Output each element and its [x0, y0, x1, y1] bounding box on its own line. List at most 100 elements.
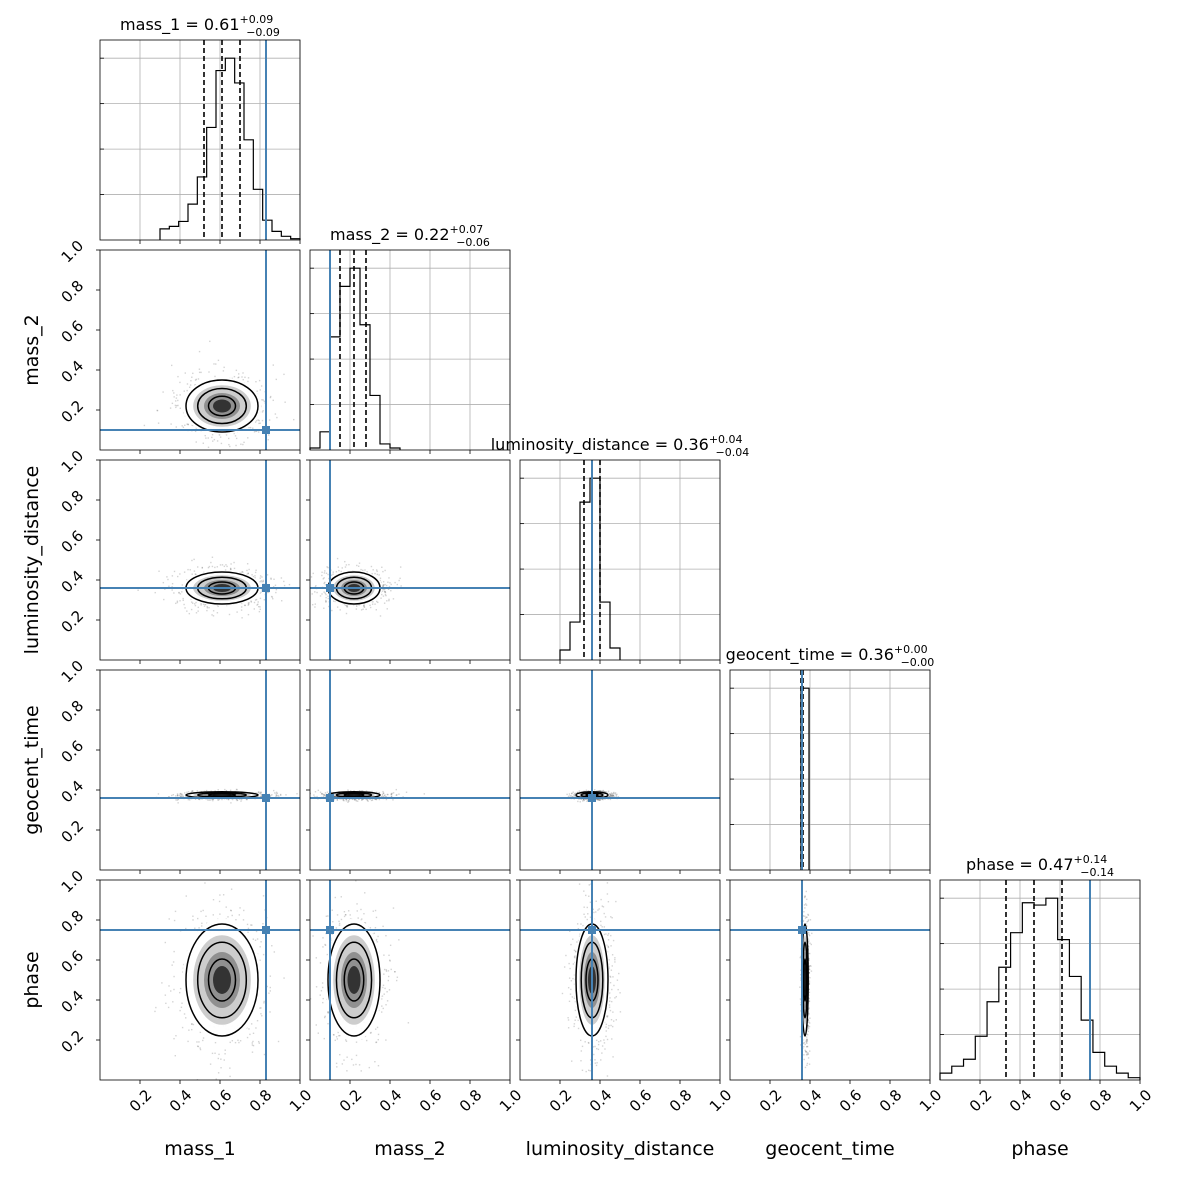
joint-panel-mass_2-geocent_time — [309, 669, 511, 871]
sample-point — [255, 598, 258, 601]
sample-point — [169, 407, 172, 409]
sample-point — [236, 788, 238, 791]
sample-point — [201, 567, 204, 569]
sample-point — [273, 951, 276, 953]
sample-point — [580, 798, 582, 800]
sample-point — [604, 791, 606, 793]
sample-point — [260, 591, 262, 593]
sample-point — [324, 795, 326, 797]
sample-point — [259, 791, 262, 794]
sample-point — [181, 794, 184, 796]
sample-point — [250, 924, 252, 926]
sample-point — [187, 423, 189, 426]
sample-point — [596, 798, 599, 801]
sample-point — [274, 584, 277, 587]
sample-point — [209, 340, 211, 343]
sample-point — [324, 584, 327, 586]
sample-point — [176, 600, 179, 602]
sample-point — [311, 603, 314, 606]
sample-point — [217, 1072, 220, 1074]
sample-point — [365, 798, 368, 801]
contour-0 — [185, 379, 259, 433]
sample-point — [214, 1041, 217, 1044]
sample-point — [206, 605, 208, 608]
sample-point — [382, 584, 384, 587]
sample-point — [382, 792, 385, 794]
sample-point — [242, 372, 244, 374]
panel-frame — [519, 459, 721, 661]
sample-point — [255, 569, 257, 571]
sample-point — [369, 798, 371, 800]
sample-point — [314, 591, 316, 593]
sample-point — [200, 910, 202, 913]
sample-point — [321, 574, 323, 577]
sample-point — [184, 372, 187, 374]
sample-point — [193, 603, 196, 605]
sample-point — [192, 790, 194, 792]
sample-point — [261, 411, 264, 413]
sample-point — [255, 381, 257, 383]
sample-point — [596, 790, 598, 792]
sample-point — [345, 798, 347, 800]
sample-point — [184, 792, 186, 794]
sample-point — [246, 563, 249, 565]
sample-point — [171, 794, 173, 797]
sample-point — [179, 407, 181, 409]
sample-point — [362, 608, 364, 610]
sample-point — [276, 416, 278, 419]
sample-point — [376, 573, 379, 576]
panel-background — [100, 670, 300, 870]
sample-point — [230, 909, 232, 912]
joint-panel-mass_1-mass_2 — [99, 249, 301, 451]
sample-point — [226, 604, 228, 607]
sample-point — [398, 793, 400, 795]
sample-point — [257, 796, 259, 798]
sample-point — [384, 795, 387, 798]
sample-point — [258, 605, 260, 608]
sample-point — [212, 610, 215, 612]
sample-point — [263, 1053, 266, 1056]
sample-point — [267, 591, 270, 594]
sample-point — [383, 602, 386, 604]
sample-point — [365, 790, 368, 792]
sample-point — [390, 795, 393, 798]
title-minus: −0.00 — [901, 656, 935, 669]
sample-point — [185, 927, 187, 930]
sample-point — [218, 434, 221, 436]
sample-point — [197, 1045, 200, 1048]
sample-point — [191, 376, 193, 378]
sample-point — [395, 794, 398, 796]
sample-point — [219, 894, 221, 896]
sample-point — [255, 430, 258, 432]
sample-point — [387, 581, 389, 583]
sample-point — [255, 792, 257, 794]
sample-point — [259, 389, 261, 391]
sample-point — [324, 794, 326, 796]
sample-point — [171, 575, 174, 577]
sample-point — [250, 1023, 253, 1025]
sample-point — [198, 927, 200, 929]
sample-point — [176, 793, 179, 795]
sample-point — [181, 795, 183, 797]
sample-point — [347, 801, 349, 804]
sample-point — [198, 798, 200, 801]
sample-point — [382, 595, 385, 597]
sample-point — [614, 792, 617, 794]
sample-point — [201, 566, 204, 569]
sample-point — [355, 605, 358, 607]
sample-point — [611, 794, 613, 796]
sample-point — [172, 961, 175, 963]
sample-point — [212, 798, 214, 801]
joint-panel-mass_1-luminosity_distance — [99, 459, 301, 661]
sample-point — [396, 583, 398, 586]
sample-point — [231, 914, 233, 917]
sample-point — [224, 788, 226, 791]
sample-point — [195, 427, 198, 429]
sample-point — [235, 918, 237, 921]
sample-point — [366, 799, 369, 801]
sample-point — [607, 790, 610, 793]
sample-point — [247, 613, 250, 616]
sample-point — [257, 431, 260, 433]
sample-point — [379, 579, 381, 582]
sample-point — [277, 1040, 280, 1043]
